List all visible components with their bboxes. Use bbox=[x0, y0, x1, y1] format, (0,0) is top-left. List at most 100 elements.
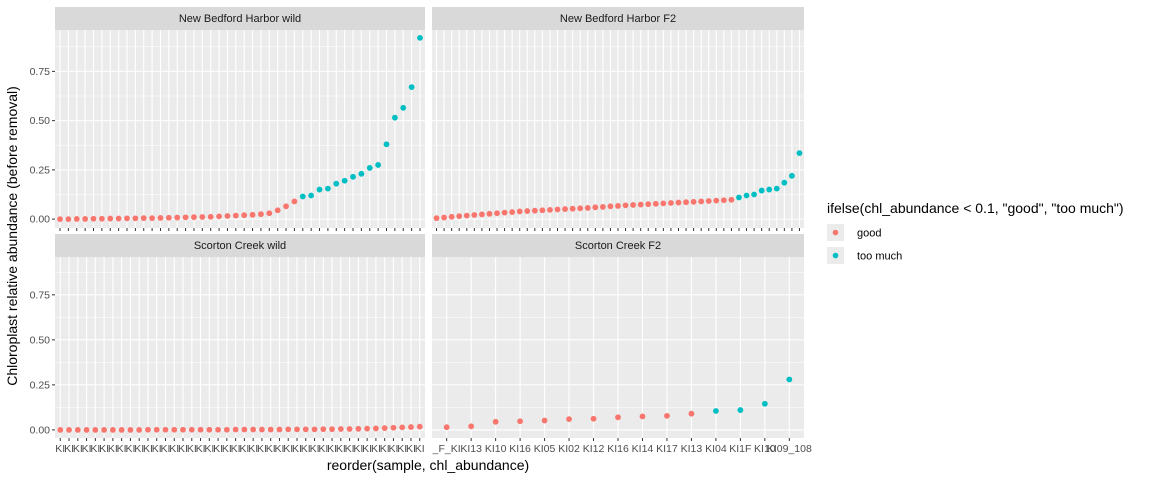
data-point bbox=[399, 424, 406, 431]
data-point bbox=[333, 180, 340, 187]
data-point bbox=[157, 215, 164, 221]
data-point bbox=[223, 426, 230, 433]
y-tick-label: 0.75 bbox=[30, 289, 51, 301]
x-tick-label: KI12 bbox=[583, 443, 605, 455]
data-point bbox=[324, 185, 331, 192]
x-tick-label: KI bbox=[345, 443, 355, 455]
data-point bbox=[241, 212, 248, 219]
data-point bbox=[433, 215, 440, 222]
data-point bbox=[171, 426, 178, 433]
data-point bbox=[761, 400, 768, 407]
data-point bbox=[285, 426, 292, 433]
x-tick-label: KI bbox=[292, 443, 302, 455]
x-tick-label: KI16 bbox=[509, 443, 531, 455]
data-point bbox=[736, 194, 742, 201]
data-point bbox=[501, 209, 508, 216]
data-point bbox=[786, 376, 793, 383]
data-point bbox=[82, 216, 89, 222]
legend-swatch-good bbox=[832, 229, 839, 236]
data-point bbox=[232, 426, 239, 433]
y-tick-label: 0.00 bbox=[30, 424, 51, 436]
x-tick-label: KI bbox=[125, 443, 135, 455]
panel-background bbox=[55, 30, 425, 228]
data-point bbox=[364, 425, 371, 432]
data-point bbox=[375, 162, 382, 168]
data-point bbox=[107, 215, 114, 222]
data-point bbox=[615, 203, 621, 209]
data-point bbox=[83, 426, 90, 433]
x-tick-label: KI bbox=[187, 443, 197, 455]
facet-strip bbox=[55, 234, 425, 257]
data-point bbox=[57, 426, 64, 433]
data-point bbox=[554, 206, 561, 213]
x-tick-label: KI09_108 bbox=[767, 443, 812, 455]
facet-panel: New Bedford Harbor wild0.000.250.500.75K… bbox=[30, 7, 425, 245]
y-tick-label: 0.00 bbox=[30, 214, 51, 226]
data-point bbox=[622, 202, 629, 209]
data-point bbox=[390, 424, 397, 431]
data-point bbox=[443, 424, 450, 431]
data-point bbox=[639, 413, 646, 420]
data-point bbox=[283, 203, 289, 210]
data-point bbox=[645, 201, 652, 208]
data-point bbox=[566, 416, 572, 422]
x-tick-label: KI bbox=[222, 443, 232, 455]
x-tick-label: KI1F bbox=[729, 443, 751, 455]
x-tick-label: KI bbox=[152, 443, 162, 455]
data-point bbox=[329, 426, 335, 433]
y-tick-label: 0.75 bbox=[30, 66, 51, 78]
x-tick-label: KI bbox=[231, 443, 241, 455]
data-point bbox=[383, 141, 390, 148]
x-tick-label: KI bbox=[388, 443, 398, 455]
facet-strip bbox=[432, 7, 804, 30]
data-point bbox=[599, 204, 606, 210]
facet-title: Scorton Creek F2 bbox=[575, 240, 661, 252]
data-point bbox=[241, 426, 248, 433]
data-point bbox=[590, 415, 597, 422]
x-tick-label: KI bbox=[161, 443, 171, 455]
data-point bbox=[751, 191, 757, 198]
x-tick-label: KI bbox=[362, 443, 372, 455]
data-point bbox=[516, 208, 523, 215]
x-tick-label: KI bbox=[397, 443, 407, 455]
data-point bbox=[109, 426, 116, 433]
data-point bbox=[705, 198, 712, 204]
data-point bbox=[766, 186, 773, 193]
data-point bbox=[417, 34, 423, 41]
data-point bbox=[796, 150, 803, 157]
panel-background bbox=[55, 257, 425, 438]
x-tick-label: KI16 bbox=[607, 443, 629, 455]
x-tick-label: KI bbox=[90, 443, 100, 455]
data-point bbox=[690, 198, 697, 205]
data-point bbox=[341, 177, 348, 184]
data-point bbox=[140, 215, 147, 222]
data-point bbox=[188, 426, 195, 433]
data-point bbox=[743, 192, 750, 199]
data-point bbox=[630, 202, 637, 208]
facet-strip bbox=[55, 7, 425, 30]
x-tick-label: KI bbox=[406, 443, 416, 455]
data-point bbox=[199, 214, 206, 220]
data-point bbox=[607, 203, 614, 210]
data-point bbox=[294, 426, 300, 433]
data-point bbox=[115, 215, 122, 222]
x-tick-label: KI bbox=[248, 443, 258, 455]
data-point bbox=[98, 215, 105, 222]
data-point bbox=[517, 418, 524, 425]
x-tick-label: KI bbox=[108, 443, 118, 455]
data-point bbox=[416, 423, 423, 430]
data-point bbox=[224, 213, 231, 219]
data-point bbox=[320, 426, 327, 433]
x-tick-label: KI10 bbox=[754, 443, 776, 455]
data-point bbox=[737, 407, 744, 413]
data-point bbox=[162, 426, 169, 433]
data-point bbox=[400, 104, 407, 111]
x-tick-label: KI05 bbox=[534, 443, 556, 455]
x-tick-label: KI bbox=[353, 443, 363, 455]
data-point bbox=[311, 426, 318, 433]
data-point bbox=[373, 425, 379, 432]
x-tick-label: KI bbox=[239, 443, 249, 455]
y-tick-label: 0.25 bbox=[30, 164, 51, 176]
data-point bbox=[541, 417, 548, 424]
